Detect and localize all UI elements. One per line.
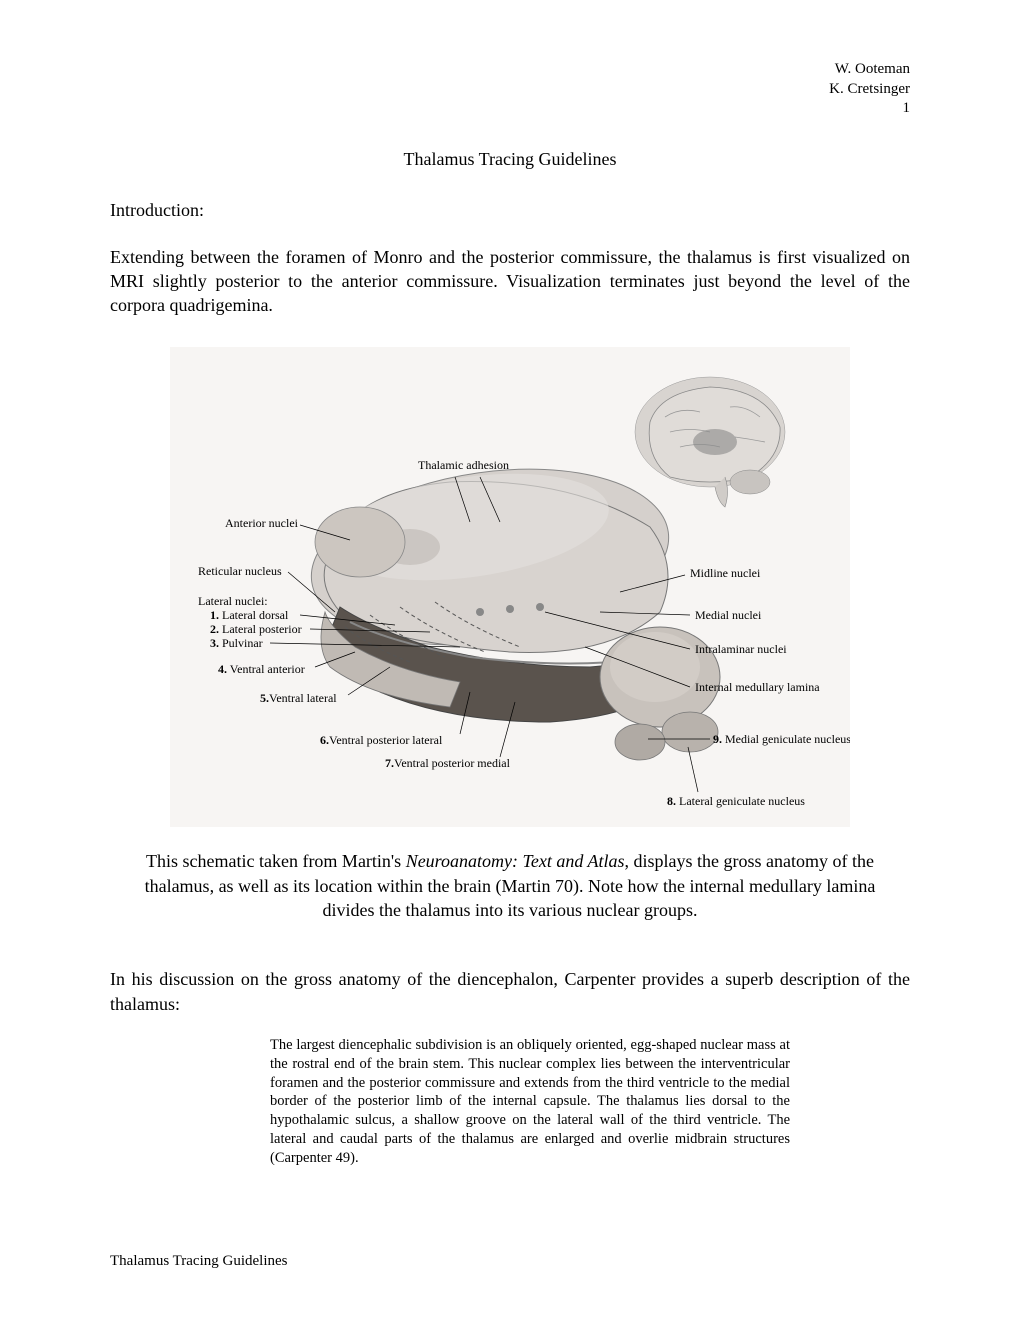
label-lateral-geniculate: 8. Lateral geniculate nucleus [667, 794, 805, 808]
label-midline-nuclei: Midline nuclei [690, 566, 761, 580]
label-medial-nuclei: Medial nuclei [695, 608, 762, 622]
author-1: W. Ooteman [110, 60, 910, 80]
label-lateral-1: 1. Lateral dorsal [210, 608, 289, 622]
body-paragraph: In his discussion on the gross anatomy o… [110, 967, 910, 1016]
page-number: 1 [110, 99, 910, 119]
thalamus-figure: Thalamic adhesion Anterior nuclei Reticu… [170, 347, 850, 827]
label-lateral-3: 3. Pulvinar [210, 636, 263, 650]
label-medial-geniculate: 9. Medial geniculate nucleus [713, 732, 850, 746]
thalamus-diagram-svg: Thalamic adhesion Anterior nuclei Reticu… [170, 347, 850, 827]
figure-caption: This schematic taken from Martin's Neuro… [120, 849, 900, 922]
label-internal-medullary: Internal medullary lamina [695, 680, 820, 694]
label-lateral-2: 2. Lateral posterior [210, 622, 302, 636]
label-lateral-4: 4. Ventral anterior [218, 662, 305, 676]
label-lateral-6: 6.Ventral posterior lateral [320, 733, 443, 747]
label-intralaminar: Intralaminar nuclei [695, 642, 787, 656]
label-lateral-header: Lateral nuclei: [198, 594, 268, 608]
section-heading: Introduction: [110, 200, 910, 221]
header-authors: W. Ooteman K. Cretsinger 1 [110, 60, 910, 119]
caption-italic: Neuroanatomy: Text and Atlas [406, 851, 625, 871]
label-anterior-nuclei: Anterior nuclei [225, 516, 299, 530]
caption-part1: This schematic taken from Martin's [146, 851, 406, 871]
label-lateral-5: 5.Ventral lateral [260, 691, 337, 705]
label-lateral-7: 7.Ventral posterior medial [385, 756, 511, 770]
label-reticular-nucleus: Reticular nucleus [198, 564, 282, 578]
label-thalamic-adhesion: Thalamic adhesion [418, 458, 509, 472]
page-title: Thalamus Tracing Guidelines [110, 149, 910, 170]
intro-paragraph: Extending between the foramen of Monro a… [110, 245, 910, 318]
block-quote: The largest diencephalic subdivision is … [270, 1036, 790, 1168]
footer-text: Thalamus Tracing Guidelines [110, 1253, 287, 1270]
author-2: K. Cretsinger [110, 80, 910, 100]
